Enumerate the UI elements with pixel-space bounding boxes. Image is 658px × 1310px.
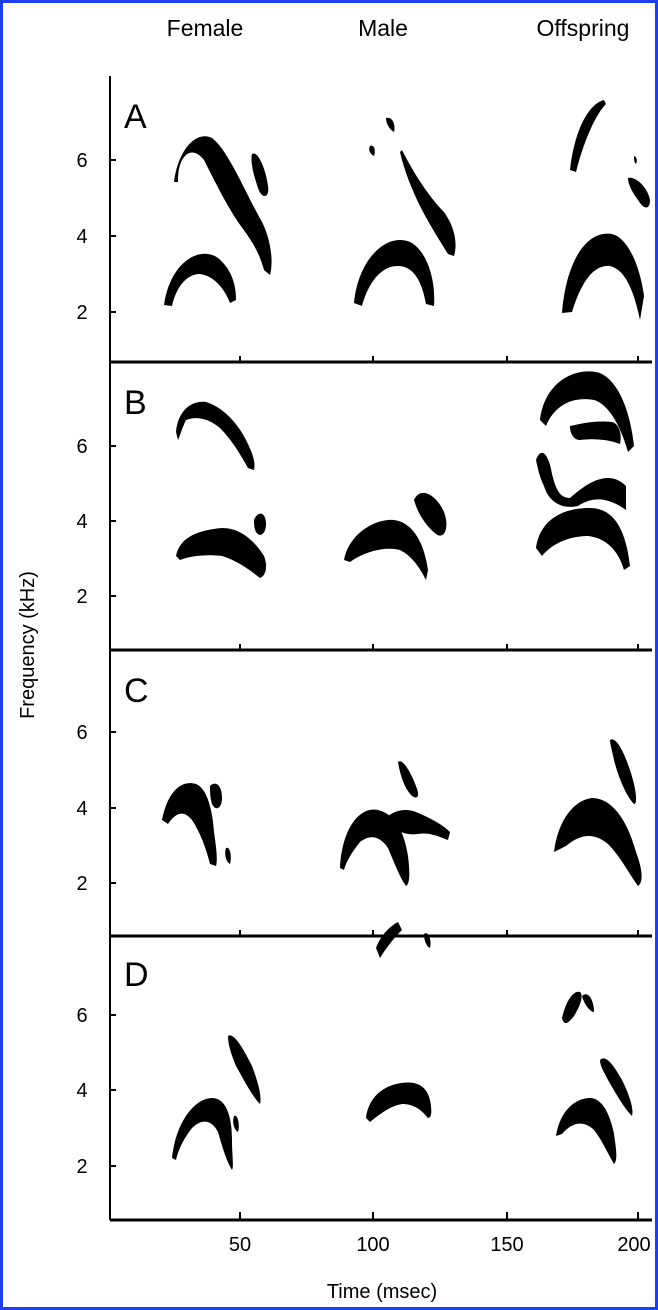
spectrogram-panel-b — [176, 371, 634, 580]
y-tick-4: 4 — [76, 1080, 87, 1102]
y-tick-6: 6 — [76, 722, 87, 744]
panel-letter-d: D — [124, 956, 149, 994]
y-tick-6: 6 — [76, 150, 87, 172]
y-tick-4: 4 — [76, 798, 87, 820]
x-axis-title: Time (msec) — [327, 1281, 437, 1303]
y-ticks-panel-d: 6 4 2 — [76, 1005, 116, 1178]
x-ticks — [239, 1212, 639, 1220]
y-ticks-panel-c: 6 4 2 — [76, 722, 116, 895]
y-axis-title: Frequency (kHz) — [17, 571, 39, 719]
x-tick-200: 200 — [617, 1234, 650, 1256]
spectrogram-panel-c — [162, 739, 642, 886]
x-tick-150: 150 — [490, 1234, 523, 1256]
column-label-offspring: Offspring — [537, 15, 630, 41]
y-tick-4: 4 — [76, 226, 87, 248]
y-ticks-panel-a: 6 4 2 — [76, 150, 116, 324]
y-ticks-panel-b: 6 4 2 — [76, 436, 116, 608]
y-tick-6: 6 — [76, 1005, 87, 1027]
y-tick-2: 2 — [76, 302, 87, 324]
y-tick-2: 2 — [76, 1156, 87, 1178]
spectrogram-panel-d — [172, 922, 633, 1170]
separator-ticks — [239, 356, 639, 936]
column-label-male: Male — [358, 15, 408, 41]
panel-letter-a: A — [124, 98, 147, 136]
panel-letter-c: C — [124, 672, 149, 710]
x-tick-100: 100 — [356, 1234, 389, 1256]
spectrogram-panel-a — [164, 100, 650, 320]
x-tick-50: 50 — [229, 1234, 251, 1256]
column-label-female: Female — [167, 15, 244, 41]
y-tick-2: 2 — [76, 586, 87, 608]
panel-letter-b: B — [124, 384, 147, 422]
y-tick-4: 4 — [76, 511, 87, 533]
y-tick-6: 6 — [76, 436, 87, 458]
y-tick-2: 2 — [76, 873, 87, 895]
